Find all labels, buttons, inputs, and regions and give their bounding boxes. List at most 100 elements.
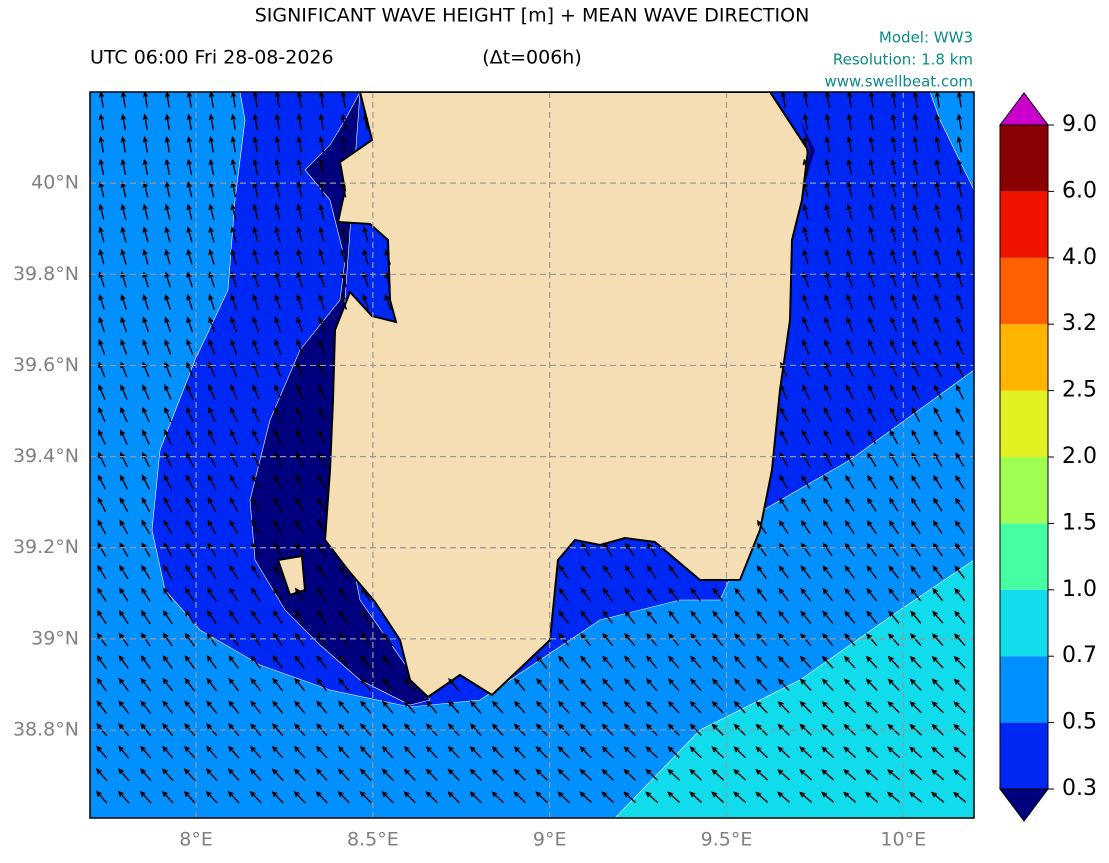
arrow xyxy=(271,745,284,759)
arrow xyxy=(756,565,767,579)
arrow xyxy=(230,136,237,153)
arrow xyxy=(802,203,809,220)
arrow xyxy=(230,384,238,400)
arrow xyxy=(140,745,152,759)
arrow xyxy=(822,565,834,579)
arrow xyxy=(800,587,812,602)
arrow xyxy=(252,136,259,153)
arrow xyxy=(161,790,174,804)
arrow xyxy=(184,632,195,647)
arrow xyxy=(624,655,636,669)
arrow xyxy=(274,158,281,175)
arrow xyxy=(337,791,350,804)
arrow xyxy=(120,316,128,333)
arrow xyxy=(205,790,218,804)
arrow xyxy=(340,136,347,153)
arrow xyxy=(690,655,702,669)
arrow xyxy=(866,633,878,647)
arrow xyxy=(273,542,283,557)
arrow xyxy=(890,316,898,333)
arrow xyxy=(119,474,129,490)
arrow xyxy=(227,745,240,759)
arrow xyxy=(756,542,767,557)
arrow xyxy=(97,474,107,490)
arrow xyxy=(272,655,284,669)
arrow xyxy=(931,746,945,758)
arrow xyxy=(229,564,239,580)
arrow xyxy=(316,655,328,669)
arrow xyxy=(912,158,919,175)
arrow xyxy=(338,610,349,625)
arrow xyxy=(954,610,966,624)
arrow xyxy=(934,316,942,333)
arrow xyxy=(868,203,875,220)
arrow xyxy=(185,519,195,535)
arrow xyxy=(911,384,920,400)
arrow xyxy=(558,587,569,602)
arrow xyxy=(733,655,746,669)
arrow xyxy=(956,158,963,175)
arrow xyxy=(381,745,394,759)
arrow xyxy=(186,293,194,310)
arrow xyxy=(339,564,349,580)
arrow xyxy=(867,384,876,400)
arrow xyxy=(318,271,325,288)
arrow xyxy=(558,632,570,647)
arrow xyxy=(296,181,303,198)
arrow xyxy=(206,609,217,625)
arrow xyxy=(890,203,897,220)
arrow xyxy=(142,293,150,310)
arrow xyxy=(756,633,768,647)
arrow xyxy=(822,519,833,535)
arrow xyxy=(296,271,303,288)
arrow xyxy=(252,293,260,310)
arrow xyxy=(952,791,967,803)
arrow xyxy=(164,406,172,423)
arrow xyxy=(95,790,108,804)
arrow xyxy=(142,113,149,131)
arrow xyxy=(317,564,327,580)
arrow xyxy=(890,271,898,288)
arrow xyxy=(800,519,811,535)
arrow xyxy=(469,791,482,804)
arrow xyxy=(734,587,746,602)
arrow xyxy=(623,746,636,759)
arrow xyxy=(514,678,526,692)
arrow xyxy=(601,791,615,804)
arrow xyxy=(296,113,303,131)
arrow xyxy=(513,700,526,714)
arrow xyxy=(623,678,636,692)
arrow xyxy=(140,700,152,714)
arrow xyxy=(868,158,875,175)
arrow xyxy=(228,655,240,669)
step: (Δt=006h) xyxy=(482,47,582,69)
arrow xyxy=(98,451,106,468)
arrow xyxy=(252,384,260,400)
arrow xyxy=(164,316,172,333)
arrow xyxy=(601,746,614,759)
arrow xyxy=(711,746,724,759)
arrow xyxy=(956,181,963,198)
arrow xyxy=(955,452,965,467)
arrow xyxy=(646,610,658,624)
arrow xyxy=(318,293,326,310)
arrow xyxy=(251,497,261,512)
arrow xyxy=(230,293,238,310)
arrow xyxy=(956,203,963,220)
arrow xyxy=(251,519,261,535)
arrow xyxy=(252,248,259,265)
arrow xyxy=(97,519,107,535)
arrow xyxy=(340,226,347,243)
arrow xyxy=(624,587,636,602)
colorbar-segment xyxy=(1000,656,1048,723)
arrow xyxy=(252,203,259,220)
arrow xyxy=(186,248,193,265)
arrow xyxy=(910,610,922,624)
arrow xyxy=(932,587,944,602)
arrow xyxy=(249,790,262,804)
arrow xyxy=(911,429,921,445)
arrow xyxy=(954,497,965,512)
arrow xyxy=(318,203,325,220)
arrow xyxy=(868,136,875,153)
arrow xyxy=(777,655,790,669)
